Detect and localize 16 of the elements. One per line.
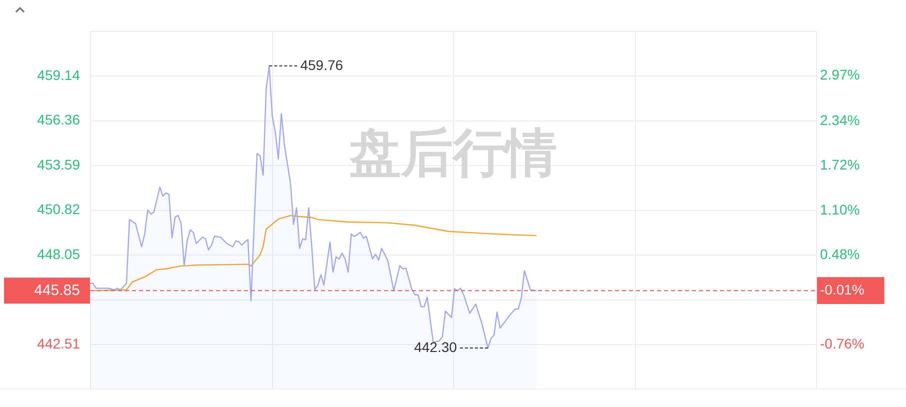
y2-tick-label: 2.34% [820, 112, 860, 128]
annotation: 459.76 [300, 56, 344, 73]
annotation: 442.30 [414, 338, 458, 355]
y2-tick-label: 0.48% [820, 246, 860, 262]
y-tick-label: 442.51 [37, 336, 80, 352]
y2-tick-label: 2.97% [820, 66, 860, 83]
y-tick-label: 448.05 [37, 246, 80, 262]
ref-line-label: 445.85 [34, 282, 80, 299]
y2-tick-label: -0.76% [820, 335, 864, 352]
y2-tick-label: 1.10% [820, 201, 860, 218]
y-tick-label: 450.82 [37, 201, 80, 218]
y-tick-label: 456.36 [37, 112, 80, 128]
y2-tick-label: -0.01% [820, 281, 864, 298]
y2-tick-label: 1.72% [820, 156, 860, 173]
y-tick-label: 453.59 [37, 156, 80, 172]
y-tick-label: 459.14 [37, 66, 80, 83]
